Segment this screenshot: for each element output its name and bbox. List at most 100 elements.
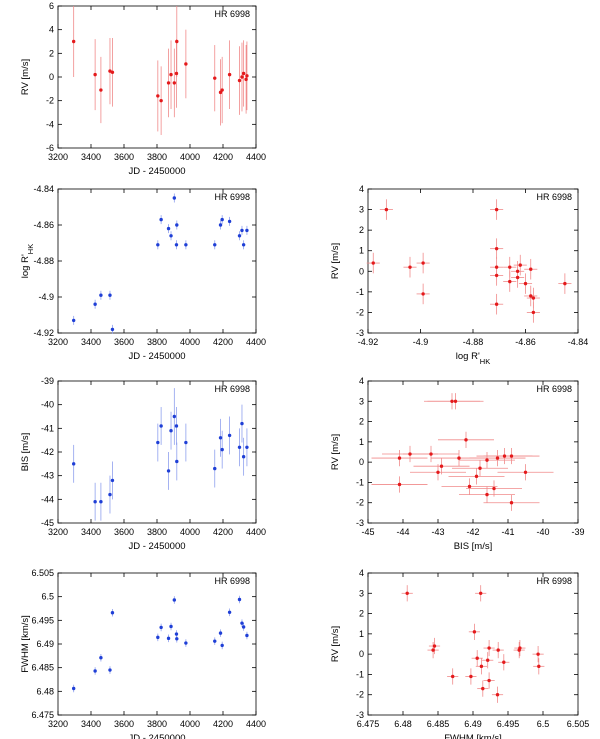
panel-title: HR 6998: [536, 384, 572, 394]
data-point: [71, 39, 76, 44]
data-point: [518, 646, 522, 650]
x-tick-label: 4200: [213, 152, 233, 162]
x-tick-label: 4000: [180, 527, 200, 537]
data-point: [421, 292, 425, 296]
data-point: [240, 228, 244, 233]
panel-fwhm-vs-jd: 3200 3400 3600 3800 4000 4200 4400 6.475 6.48 6.4…: [20, 568, 266, 739]
data-point: [245, 445, 249, 449]
y-tick-label: -1: [356, 287, 364, 297]
y-tick-label: 0: [359, 649, 364, 659]
data-point: [174, 243, 179, 247]
y-tick-label: -40: [41, 400, 54, 410]
y-tick-label: -4.84: [33, 184, 54, 194]
y-tick-label: 6.505: [31, 568, 54, 578]
data-point: [99, 88, 103, 92]
data-point: [479, 664, 484, 669]
x-tick-label: -45: [361, 527, 374, 537]
plot-frame: [57, 188, 257, 334]
data-point: [227, 433, 232, 438]
y-tick-label: -3: [356, 328, 364, 338]
x-tick-label: 4000: [180, 152, 200, 162]
data-point: [174, 632, 179, 636]
x-tick-label: 3600: [114, 719, 134, 729]
x-tick-label: 6.49: [464, 719, 482, 729]
data-point: [240, 75, 244, 79]
x-tick-label: 3800: [147, 527, 167, 537]
y-tick-label: 3: [359, 205, 364, 215]
data-point: [472, 630, 477, 634]
y-axis-label: RV [m/s]: [330, 626, 341, 662]
data-point: [453, 399, 458, 403]
data-point: [166, 226, 171, 231]
data-point: [436, 470, 440, 474]
data-point: [397, 482, 402, 487]
data-point: [108, 492, 112, 497]
data-point: [240, 421, 244, 426]
data-point: [237, 78, 242, 83]
data-point: [523, 281, 528, 286]
data-point: [439, 464, 444, 468]
data-point: [408, 452, 412, 456]
data-point: [450, 399, 454, 403]
data-point: [245, 74, 249, 78]
y-tick-label: 1: [359, 437, 364, 447]
y-tick-label: 2: [49, 48, 54, 58]
data-point: [220, 217, 224, 222]
x-tick-label: 6.485: [427, 719, 450, 729]
data-point: [108, 668, 112, 672]
data-point: [184, 641, 188, 645]
data-point: [485, 458, 489, 462]
plot-frame: [367, 572, 579, 716]
data-point: [93, 500, 97, 504]
y-tick-label: 2: [359, 417, 364, 427]
data-point: [71, 462, 76, 466]
x-axis-label: JD - 2450000: [128, 733, 185, 739]
data-point: [71, 686, 76, 691]
data-point: [227, 219, 232, 224]
data-point: [184, 62, 188, 66]
x-tick-label: 4200: [213, 719, 233, 729]
x-tick-label: 3400: [81, 152, 101, 162]
x-tick-label: 6.48: [394, 719, 412, 729]
panel-rv-vs-jd: 3200 3400 3600 3800 4000 4200 4400 -6 -4 -2 0 2 4 6 HR…: [20, 1, 266, 177]
y-tick-label: 0: [359, 266, 364, 276]
data-point: [175, 637, 179, 641]
data-point: [184, 243, 188, 247]
data-point: [99, 500, 103, 504]
data-point: [502, 660, 506, 664]
data-point: [159, 625, 163, 630]
data-point: [509, 454, 514, 458]
x-tick-label: -4.84: [568, 337, 589, 347]
data-point: [99, 293, 103, 297]
y-tick-label: -44: [41, 494, 54, 504]
data-point: [93, 72, 97, 77]
data-point: [486, 658, 490, 662]
data-point: [495, 693, 500, 697]
data-point: [175, 39, 179, 44]
data-point: [156, 635, 160, 640]
data-point: [531, 310, 536, 315]
x-tick-label: 3600: [114, 527, 134, 537]
y-tick-label: 6.48: [36, 686, 54, 696]
data-point: [494, 302, 499, 306]
data-point: [518, 263, 522, 267]
x-tick-label: 3200: [48, 719, 68, 729]
y-tick-label: -2: [356, 307, 364, 317]
data-point: [110, 611, 115, 615]
data-point: [172, 196, 177, 200]
data-point: [237, 597, 242, 602]
y-tick-label: -3: [356, 518, 364, 528]
data-point: [184, 440, 188, 445]
x-axis-label: BIS [m/s]: [454, 541, 493, 552]
data-point: [166, 81, 171, 85]
data-point: [464, 438, 468, 442]
data-point: [237, 445, 242, 449]
data-point: [508, 265, 512, 269]
data-point: [515, 269, 520, 273]
y-tick-label: -4: [46, 119, 54, 129]
y-tick-label: -4.86: [33, 220, 54, 230]
data-point: [99, 656, 103, 660]
x-tick-label: 3400: [81, 337, 101, 347]
data-point: [175, 223, 179, 227]
y-tick-label: -3: [356, 710, 364, 720]
